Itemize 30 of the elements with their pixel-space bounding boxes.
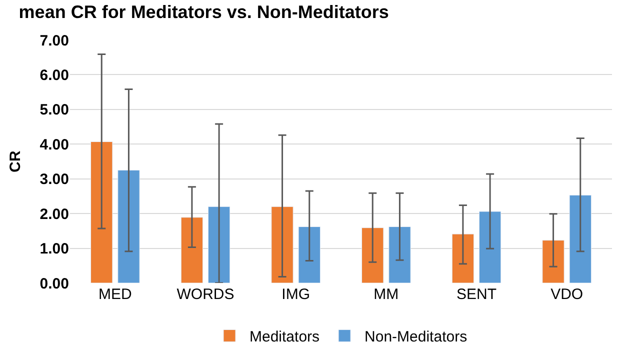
y-tick-label: 2.00: [40, 206, 69, 223]
bar: [452, 234, 474, 283]
bar: [180, 217, 204, 283]
bar: [362, 228, 384, 283]
x-tick-label: MM: [374, 286, 399, 303]
bar: [271, 206, 294, 283]
x-tick-label: MED: [98, 286, 132, 303]
chart-title: mean CR for Meditators vs. Non-Meditators: [18, 2, 389, 22]
bar: [118, 170, 140, 283]
y-tick-label: 3.00: [40, 171, 69, 188]
bar: [542, 240, 564, 283]
bar: [298, 226, 320, 283]
bar: [388, 226, 411, 283]
y-tick-label: 5.00: [40, 102, 69, 119]
y-tick-label: 4.00: [40, 136, 69, 154]
legend-label: Non-Meditators: [364, 328, 468, 346]
y-tick-label: 1.00: [40, 240, 69, 258]
legend-label: Meditators: [250, 328, 320, 346]
x-tick-label: VDO: [550, 286, 584, 303]
x-tick-label: WORDS: [176, 286, 234, 303]
x-tick-label: IMG: [282, 286, 310, 303]
bar: [569, 194, 592, 283]
bar: [90, 141, 113, 283]
y-axis-title: CR: [7, 150, 24, 172]
y-tick-label: 0.00: [40, 275, 69, 292]
y-tick-label: 6.00: [40, 66, 69, 84]
y-tick-label: 7.00: [40, 32, 69, 50]
bar: [208, 206, 230, 283]
bar: [478, 211, 502, 283]
x-tick-label: SENT: [456, 286, 497, 303]
